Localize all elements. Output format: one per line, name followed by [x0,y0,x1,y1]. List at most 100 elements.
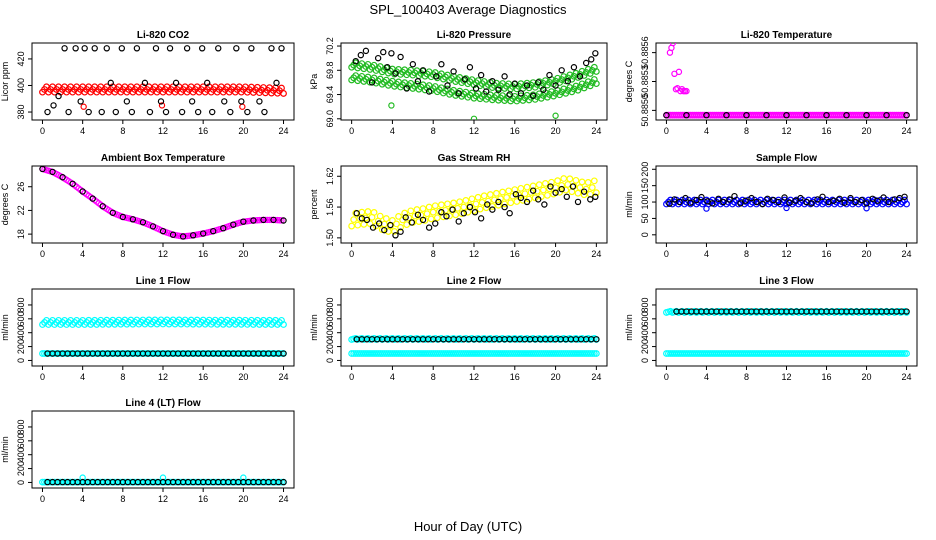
x-tick-label: 4 [390,372,395,382]
band-point [901,350,908,357]
data-point [240,218,247,225]
data-point [381,226,388,234]
data-point [863,111,870,119]
x-tick-label: 16 [198,494,208,504]
x-tick-label: 8 [431,126,436,136]
y-axis-label: ml/min [0,314,10,341]
data-point [764,195,771,202]
band-point [541,180,549,187]
data-point [425,224,433,231]
y-tick-label: 0 [16,480,26,485]
data-point [501,73,508,80]
y-axis-label: ml/min [309,314,319,341]
band-point [495,201,502,209]
data-point [388,50,395,57]
band-point [358,208,366,216]
data-point [552,112,559,119]
x-tick-label: 8 [120,126,125,136]
band-point [364,208,372,215]
x-tick-label: 24 [902,249,912,259]
data-point [501,203,508,211]
x-tick-label: 0 [40,126,45,136]
band-point [350,216,358,223]
data-point [489,77,496,85]
x-tick-label: 4 [80,372,85,382]
y-tick-label: 1.56 [325,198,335,216]
panel-8: Line 2 Flow ml/min 0 4 8 12 16 20 24 0 20040060080… [309,276,608,382]
panel-series [39,45,287,116]
panel-5: Gas Stream RH percent 0 4 8 12 16 20 24 1.50 1.56 1… [309,153,608,259]
data-point [220,224,227,232]
data-point [693,196,700,204]
band-point [368,63,376,71]
y-tick-label: 69.8 [325,62,335,80]
panel-4: Ambient Box Temperature degrees C 0 4 8 12 16 2… [0,153,295,259]
band-point [507,199,515,207]
panel-3: Li-820 Temperature degrees C 0 4 8 12 16 20 24 50… [624,30,918,136]
band-point [435,86,443,94]
y-tick-label: 100 [640,195,650,210]
series-black-points [44,45,285,116]
figure-title: SPL_100403 Average Diagnostics [369,2,567,17]
data-point [81,45,88,52]
band-point [592,350,600,357]
data-point [763,111,770,119]
band-point [401,209,409,217]
band-point [592,189,600,197]
data-point [380,48,387,56]
data-point [65,108,72,116]
data-point [477,215,485,222]
data-point [836,195,843,202]
band-point [484,197,492,205]
data-point [903,308,910,315]
data-point [552,189,559,196]
data-point [268,45,275,52]
data-point [189,232,197,239]
band-point [899,111,906,119]
data-point [450,68,457,75]
x-tick-label: 12 [158,249,168,259]
y-tick-label: 600 [640,311,650,326]
data-point [109,209,116,216]
band-point [374,65,382,72]
x-tick-label: 20 [551,372,561,382]
data-point [495,86,502,93]
panel-title: Li-820 Pressure [437,30,512,41]
band-point [452,78,460,85]
x-tick-label: 12 [781,249,791,259]
data-point [384,64,391,71]
data-point [570,64,578,71]
data-point [49,168,56,176]
y-tick-label: 0 [640,232,650,237]
x-tick-label: 12 [469,126,479,136]
band-point [393,220,400,228]
band-point [899,350,906,357]
data-point [203,79,211,87]
band-point [391,227,398,235]
panel-series [663,307,910,357]
band-point [558,182,566,189]
data-point [703,111,710,119]
y-tick-label: 50.8856 [640,36,650,69]
data-point [278,45,285,52]
x-tick-label: 24 [902,126,912,136]
panel-7: Line 1 Flow ml/min 0 4 8 12 16 20 24 0 20040060080… [0,276,295,382]
data-point [535,79,542,86]
y-tick-label: 420 [16,51,26,66]
y-axis-label: degrees C [0,183,10,225]
band-point [397,223,404,231]
band-point [548,178,555,186]
band-point [454,204,462,212]
data-point [357,51,365,59]
band-point [482,204,490,212]
band-point [380,78,388,86]
data-point [239,103,246,110]
data-point [901,193,908,200]
band-point [466,78,474,86]
panel-series [348,47,600,120]
data-point [687,199,694,206]
x-tick-label: 4 [704,372,709,382]
y-tick-label: 150 [640,178,650,193]
